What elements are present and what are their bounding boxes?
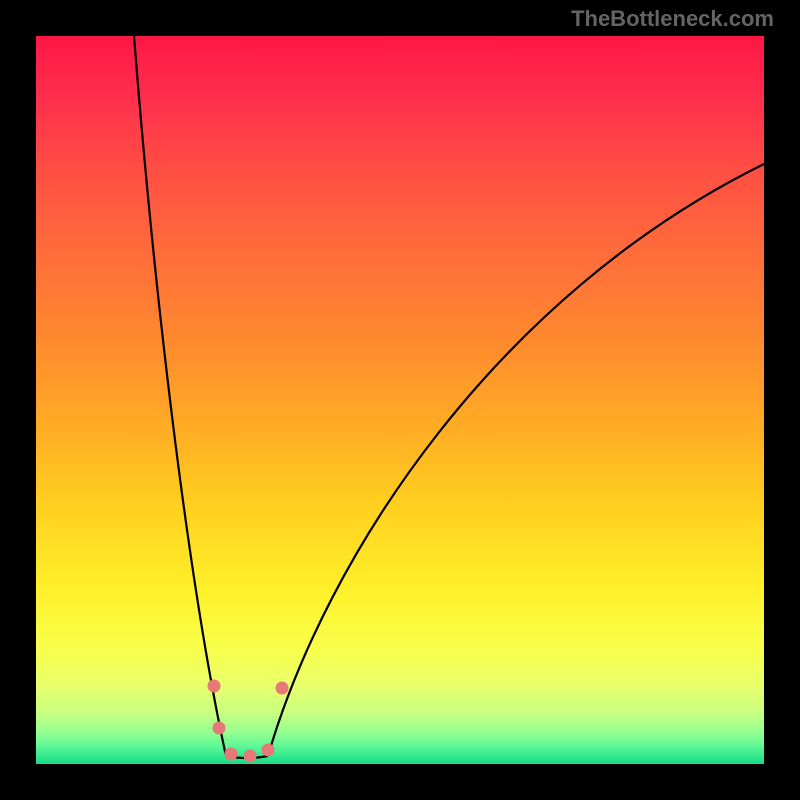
marker-point <box>225 748 238 761</box>
plot-area <box>36 36 764 764</box>
chart-container: TheBottleneck.com <box>0 0 800 800</box>
marker-point <box>213 722 226 735</box>
left-curve <box>134 36 226 756</box>
marker-point <box>276 682 289 695</box>
marker-point <box>244 750 257 763</box>
marker-point <box>262 744 275 757</box>
watermark-text: TheBottleneck.com <box>571 6 774 32</box>
marker-point <box>208 680 221 693</box>
curve-overlay <box>36 36 764 764</box>
right-curve <box>268 164 764 756</box>
